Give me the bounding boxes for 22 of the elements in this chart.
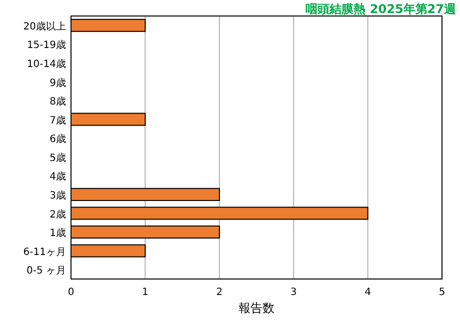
y-tick-label: 3歳 — [50, 189, 66, 202]
x-tick-label: 3 — [290, 287, 297, 298]
x-tick-label: 0 — [68, 287, 74, 298]
y-tick-label: 2歳 — [50, 208, 66, 220]
y-tick-label: 15-19歳 — [26, 39, 66, 52]
chart-title: 咽頭結膜熱 2025年第27週 — [306, 2, 457, 16]
y-tick-label: 6歳 — [50, 133, 66, 146]
x-tick-label: 1 — [142, 287, 148, 298]
x-axis-title: 報告数 — [238, 301, 274, 315]
y-tick-label: 5歳 — [50, 152, 66, 164]
y-tick-label: 10-14歳 — [26, 58, 66, 70]
y-tick-label: 6-11ヶ月 — [23, 246, 66, 258]
x-tick-label: 5 — [438, 287, 446, 298]
y-tick-label: 8歳 — [50, 96, 66, 108]
x-tick-label: 2 — [216, 287, 223, 298]
y-tick-label: 7歳 — [50, 114, 66, 126]
y-tick-label: 1歳 — [50, 227, 66, 240]
y-tick-label: 20歳以上 — [23, 20, 66, 32]
y-tick-label: 9歳 — [50, 76, 66, 89]
x-tick-label: 4 — [364, 287, 371, 298]
y-tick-label: 0-5 ヶ月 — [26, 266, 66, 277]
y-tick-label: 4歳 — [50, 170, 66, 183]
